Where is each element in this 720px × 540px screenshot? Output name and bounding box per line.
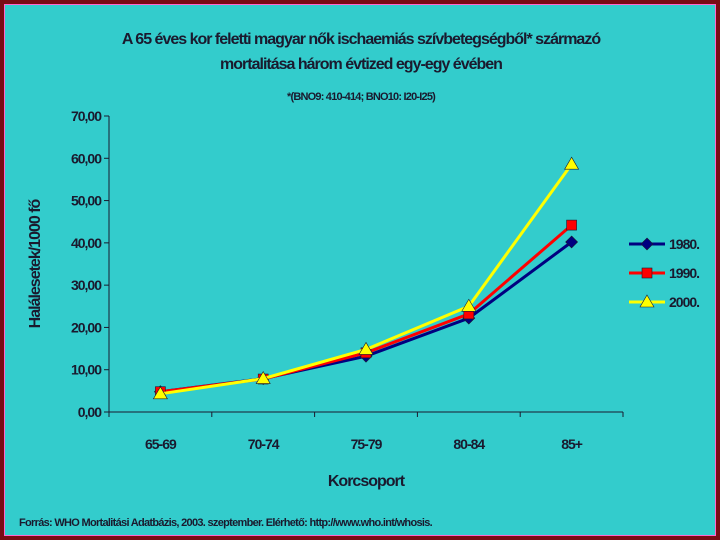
line-chart: 0,0010,0020,0030,0040,0050,0060,0070,00 … xyxy=(27,108,700,490)
x-axis-label: Korcsoport xyxy=(328,473,406,490)
y-tick-label: 30,00 xyxy=(71,277,102,293)
legend-entry: 2000. xyxy=(629,294,700,310)
x-tick-label: 75-79 xyxy=(351,436,383,452)
data-point xyxy=(152,386,168,400)
y-tick-label: 40,00 xyxy=(71,235,102,251)
y-tick-label: 60,00 xyxy=(71,150,102,166)
data-point xyxy=(461,298,477,312)
y-tick-label: 10,00 xyxy=(71,362,102,378)
chart-title: A 65 éves kor feletti magyar nők ischaem… xyxy=(5,27,717,77)
data-point xyxy=(255,370,271,384)
x-tick-label: 70-74 xyxy=(248,436,280,452)
y-tick-label: 50,00 xyxy=(71,193,102,209)
legend-entry: 1990. xyxy=(629,265,700,281)
x-tick-label: 65-69 xyxy=(145,436,177,452)
legend-label: 2000. xyxy=(669,294,699,310)
y-tick-label: 70,00 xyxy=(71,108,102,124)
legend-marker xyxy=(639,294,655,308)
y-axis-label: Halálesetek/1000 fő xyxy=(27,198,44,328)
data-point xyxy=(358,341,374,355)
data-point xyxy=(564,156,580,170)
series-2000 xyxy=(152,156,580,400)
x-tick-label: 85+ xyxy=(561,436,583,452)
data-point xyxy=(565,235,579,249)
chart-title-line2: mortalitása három évtized egy-egy évében xyxy=(220,56,503,73)
x-tick-label: 80-84 xyxy=(453,436,485,452)
legend-marker xyxy=(641,267,653,279)
chart-title-line1: A 65 éves kor feletti magyar nők ischaem… xyxy=(121,31,601,48)
legend-label: 1980. xyxy=(669,236,699,252)
data-point xyxy=(566,219,577,231)
slide: A 65 éves kor feletti magyar nők ischaem… xyxy=(4,4,716,536)
y-tick-label: 20,00 xyxy=(71,319,102,335)
source-note: Forrás: WHO Mortalitási Adatbázis, 2003.… xyxy=(19,517,433,529)
legend-marker xyxy=(640,237,654,251)
plot-area xyxy=(109,116,623,412)
chart-subtitle: *(BNO9: 410-414; BNO10: I20-I25) xyxy=(286,91,436,103)
legend-entry: 1980. xyxy=(629,236,700,252)
y-tick-label: 0,00 xyxy=(78,404,102,420)
legend-label: 1990. xyxy=(669,265,699,281)
